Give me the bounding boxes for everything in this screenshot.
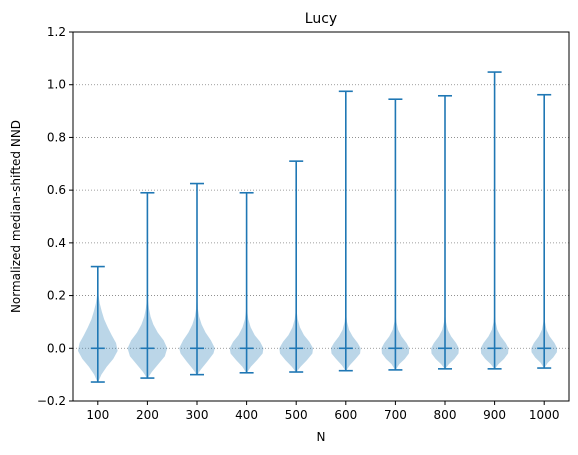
violin-300 (179, 182, 215, 376)
x-tick-label: 100 (86, 408, 109, 422)
y-tick-label: 0.0 (47, 341, 66, 355)
violin-600 (330, 90, 361, 372)
violin-1000 (531, 93, 558, 369)
x-axis-ticks: 100 200 300 400 500 600 700 800 900 1000 (86, 401, 559, 422)
violin-500 (279, 160, 314, 373)
y-tick-label: 0.2 (47, 289, 66, 303)
violin-200 (127, 191, 168, 379)
y-tick-label: 1.0 (47, 78, 66, 92)
y-tick-label: −0.2 (37, 394, 66, 408)
chart-title: Lucy (305, 11, 337, 27)
violin-100 (77, 265, 118, 383)
violin-800 (431, 94, 459, 370)
violin-900 (480, 71, 509, 370)
x-tick-label: 600 (334, 408, 357, 422)
y-tick-label: 0.8 (47, 130, 66, 144)
y-tick-label: 1.2 (47, 25, 66, 39)
violin-400 (229, 191, 264, 374)
y-tick-label: 0.4 (47, 236, 66, 250)
x-tick-label: 700 (384, 408, 407, 422)
violins (77, 71, 558, 383)
x-tick-label: 400 (235, 408, 258, 422)
x-tick-label: 300 (186, 408, 209, 422)
plot-frame (72, 31, 570, 402)
x-tick-label: 1000 (529, 408, 560, 422)
x-tick-label: 200 (136, 408, 159, 422)
y-tick-label: 0.6 (47, 183, 66, 197)
y-axis-ticks: −0.2 0.0 0.2 0.4 0.6 0.8 1.0 1.2 (37, 25, 73, 408)
x-tick-label: 500 (285, 408, 308, 422)
violin-700 (381, 98, 410, 371)
x-tick-label: 900 (483, 408, 506, 422)
x-tick-label: 800 (434, 408, 457, 422)
x-axis-label: N (317, 430, 326, 444)
y-axis-label: Normalized median-shifted NND (9, 120, 23, 313)
